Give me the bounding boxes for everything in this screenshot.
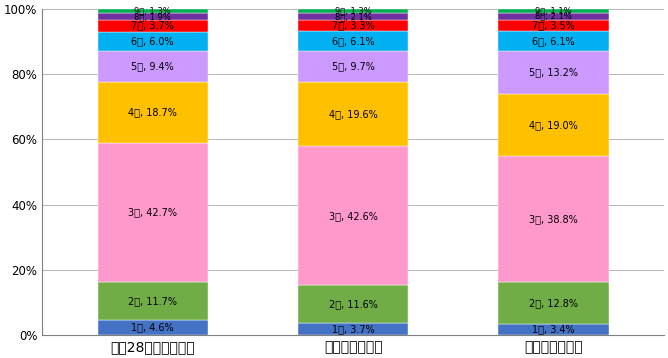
Text: 8級, 1.9%: 8級, 1.9% <box>134 12 171 21</box>
Text: 5級, 9.4%: 5級, 9.4% <box>132 62 174 72</box>
Bar <box>98 20 208 32</box>
Bar <box>298 323 408 335</box>
Text: 5級, 9.7%: 5級, 9.7% <box>332 62 375 72</box>
Text: 2級, 11.7%: 2級, 11.7% <box>128 296 177 306</box>
Text: 7級, 3.5%: 7級, 3.5% <box>532 20 575 30</box>
Bar <box>298 13 408 20</box>
Bar <box>498 282 609 324</box>
Bar <box>298 51 408 82</box>
Text: 4級, 19.6%: 4級, 19.6% <box>329 110 377 120</box>
Bar <box>498 156 609 282</box>
Text: 2級, 11.6%: 2級, 11.6% <box>329 299 377 309</box>
Bar <box>298 82 408 146</box>
Text: 6級, 6.1%: 6級, 6.1% <box>332 36 375 46</box>
Text: 1級, 3.4%: 1級, 3.4% <box>532 324 575 334</box>
Bar <box>298 20 408 31</box>
Text: 8級, 2.1%: 8級, 2.1% <box>335 12 371 21</box>
Bar <box>98 9 208 13</box>
Bar <box>498 20 609 31</box>
Text: 4級, 18.7%: 4級, 18.7% <box>128 107 177 117</box>
Bar <box>98 282 208 320</box>
Bar <box>498 13 609 20</box>
Bar <box>498 94 609 156</box>
Bar <box>498 9 609 13</box>
Text: 3級, 38.8%: 3級, 38.8% <box>529 214 578 224</box>
Text: 9級, 1.3%: 9級, 1.3% <box>134 7 171 16</box>
Bar <box>98 32 208 51</box>
Bar <box>98 82 208 143</box>
Bar <box>498 31 609 51</box>
Text: 9級, 1.3%: 9級, 1.3% <box>335 7 371 16</box>
Bar <box>498 51 609 94</box>
Text: 4級, 19.0%: 4級, 19.0% <box>529 120 578 130</box>
Bar <box>98 143 208 282</box>
Bar <box>98 51 208 82</box>
Bar <box>298 9 408 13</box>
Bar <box>298 285 408 323</box>
Bar <box>298 31 408 51</box>
Bar <box>498 324 609 335</box>
Text: 8級, 2.1%: 8級, 2.1% <box>535 12 572 21</box>
Bar <box>98 320 208 335</box>
Text: 7級, 3.7%: 7級, 3.7% <box>131 21 174 31</box>
Bar <box>298 146 408 285</box>
Text: 1級, 3.7%: 1級, 3.7% <box>332 324 375 334</box>
Text: 6級, 6.1%: 6級, 6.1% <box>532 36 575 46</box>
Text: 3級, 42.6%: 3級, 42.6% <box>329 211 377 221</box>
Text: 2級, 12.8%: 2級, 12.8% <box>529 298 578 308</box>
Text: 9級, 1.1%: 9級, 1.1% <box>535 6 572 15</box>
Text: 1級, 4.6%: 1級, 4.6% <box>132 323 174 333</box>
Text: 3級, 42.7%: 3級, 42.7% <box>128 207 177 217</box>
Bar <box>98 13 208 20</box>
Text: 7級, 3.3%: 7級, 3.3% <box>332 21 375 31</box>
Text: 6級, 6.0%: 6級, 6.0% <box>132 37 174 47</box>
Text: 5級, 13.2%: 5級, 13.2% <box>529 67 578 77</box>
